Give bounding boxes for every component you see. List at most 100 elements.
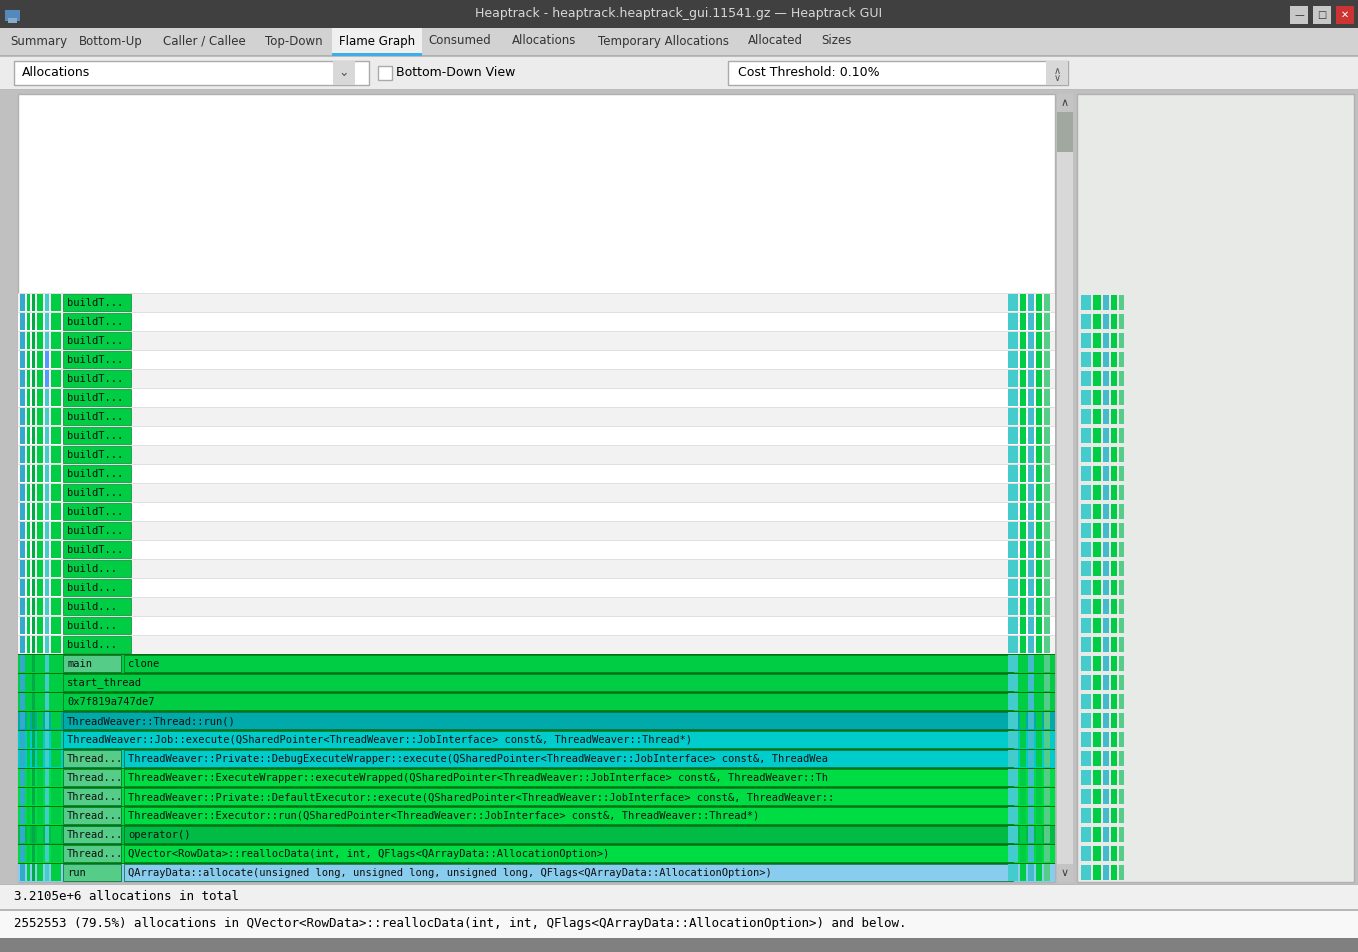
Bar bbox=[45, 484, 49, 501]
Bar bbox=[1103, 580, 1109, 595]
Bar bbox=[62, 294, 130, 311]
Bar bbox=[27, 503, 30, 520]
Bar bbox=[1008, 389, 1018, 406]
Bar bbox=[1103, 409, 1109, 424]
Bar bbox=[45, 465, 49, 482]
Bar bbox=[0, 0, 1358, 28]
Bar bbox=[45, 598, 49, 615]
Bar bbox=[1044, 731, 1050, 748]
Bar bbox=[1093, 618, 1101, 633]
Bar bbox=[45, 788, 49, 805]
Bar bbox=[45, 560, 49, 577]
Text: Thread...: Thread... bbox=[67, 754, 124, 764]
Bar bbox=[1028, 712, 1033, 729]
Bar bbox=[124, 826, 1013, 843]
Bar bbox=[1044, 503, 1050, 520]
Bar bbox=[37, 655, 43, 672]
Bar bbox=[33, 712, 35, 729]
Bar bbox=[37, 636, 43, 653]
Bar bbox=[1044, 655, 1050, 672]
Bar bbox=[1036, 370, 1042, 387]
Bar bbox=[45, 674, 49, 691]
Bar bbox=[37, 693, 43, 710]
Bar bbox=[45, 408, 49, 425]
Text: Sizes: Sizes bbox=[820, 34, 851, 48]
Bar bbox=[52, 560, 61, 577]
Bar bbox=[1111, 409, 1118, 424]
Bar bbox=[1093, 409, 1101, 424]
Bar bbox=[1057, 112, 1073, 152]
Bar bbox=[33, 522, 35, 539]
Bar bbox=[1020, 731, 1027, 748]
Bar bbox=[1111, 485, 1118, 500]
Bar bbox=[0, 55, 1358, 56]
Bar bbox=[1036, 408, 1042, 425]
Bar bbox=[1036, 579, 1042, 596]
Bar bbox=[52, 788, 61, 805]
Bar bbox=[20, 750, 24, 767]
Bar bbox=[1008, 674, 1018, 691]
Text: build...: build... bbox=[67, 583, 117, 593]
Bar bbox=[1020, 332, 1027, 349]
Bar bbox=[62, 598, 130, 615]
Bar bbox=[1036, 674, 1042, 691]
Bar bbox=[0, 938, 1358, 952]
Bar bbox=[1081, 618, 1090, 633]
Bar bbox=[37, 807, 43, 824]
Bar bbox=[1036, 503, 1042, 520]
Bar bbox=[1044, 446, 1050, 463]
Bar bbox=[1103, 789, 1109, 804]
Bar bbox=[1081, 751, 1090, 766]
Text: Thread...: Thread... bbox=[67, 773, 124, 783]
Bar bbox=[1103, 846, 1109, 861]
Text: run: run bbox=[67, 868, 86, 878]
Bar bbox=[1103, 770, 1109, 785]
Bar bbox=[0, 910, 1358, 911]
Bar bbox=[1103, 656, 1109, 671]
Bar bbox=[1028, 541, 1033, 558]
Bar bbox=[0, 910, 1358, 938]
Bar bbox=[1081, 637, 1090, 652]
Bar bbox=[45, 541, 49, 558]
Bar bbox=[18, 863, 1055, 864]
Bar bbox=[45, 655, 49, 672]
Bar bbox=[5, 10, 20, 21]
Bar bbox=[18, 825, 1055, 826]
Bar bbox=[1020, 313, 1027, 330]
Bar bbox=[1111, 618, 1118, 633]
Bar bbox=[37, 788, 43, 805]
Bar bbox=[18, 844, 1055, 845]
Bar bbox=[52, 845, 61, 862]
Bar bbox=[27, 332, 30, 349]
Bar bbox=[18, 578, 1055, 597]
Bar bbox=[1044, 351, 1050, 368]
Bar bbox=[18, 426, 1055, 427]
Bar bbox=[1111, 770, 1118, 785]
Bar bbox=[27, 674, 30, 691]
Bar bbox=[1028, 313, 1033, 330]
Text: ThreadWeaver::Thread::run(): ThreadWeaver::Thread::run() bbox=[67, 716, 236, 726]
Bar bbox=[1081, 827, 1090, 842]
Bar bbox=[37, 750, 43, 767]
Text: 0x7f819a747de7: 0x7f819a747de7 bbox=[67, 697, 155, 707]
Bar bbox=[1103, 314, 1109, 329]
Bar bbox=[27, 845, 30, 862]
Bar bbox=[33, 370, 35, 387]
Bar bbox=[27, 351, 30, 368]
Bar bbox=[1093, 808, 1101, 823]
Bar bbox=[1008, 408, 1018, 425]
Bar bbox=[1111, 504, 1118, 519]
Bar bbox=[1103, 827, 1109, 842]
Bar bbox=[52, 674, 61, 691]
Bar bbox=[1008, 560, 1018, 577]
Bar bbox=[1081, 390, 1090, 405]
Bar bbox=[1020, 712, 1027, 729]
Bar bbox=[45, 313, 49, 330]
Bar bbox=[18, 844, 1055, 863]
Bar bbox=[62, 636, 130, 653]
Bar bbox=[1036, 636, 1042, 653]
Bar bbox=[1020, 674, 1027, 691]
Bar bbox=[37, 370, 43, 387]
Bar bbox=[1020, 294, 1027, 311]
Bar bbox=[1093, 523, 1101, 538]
